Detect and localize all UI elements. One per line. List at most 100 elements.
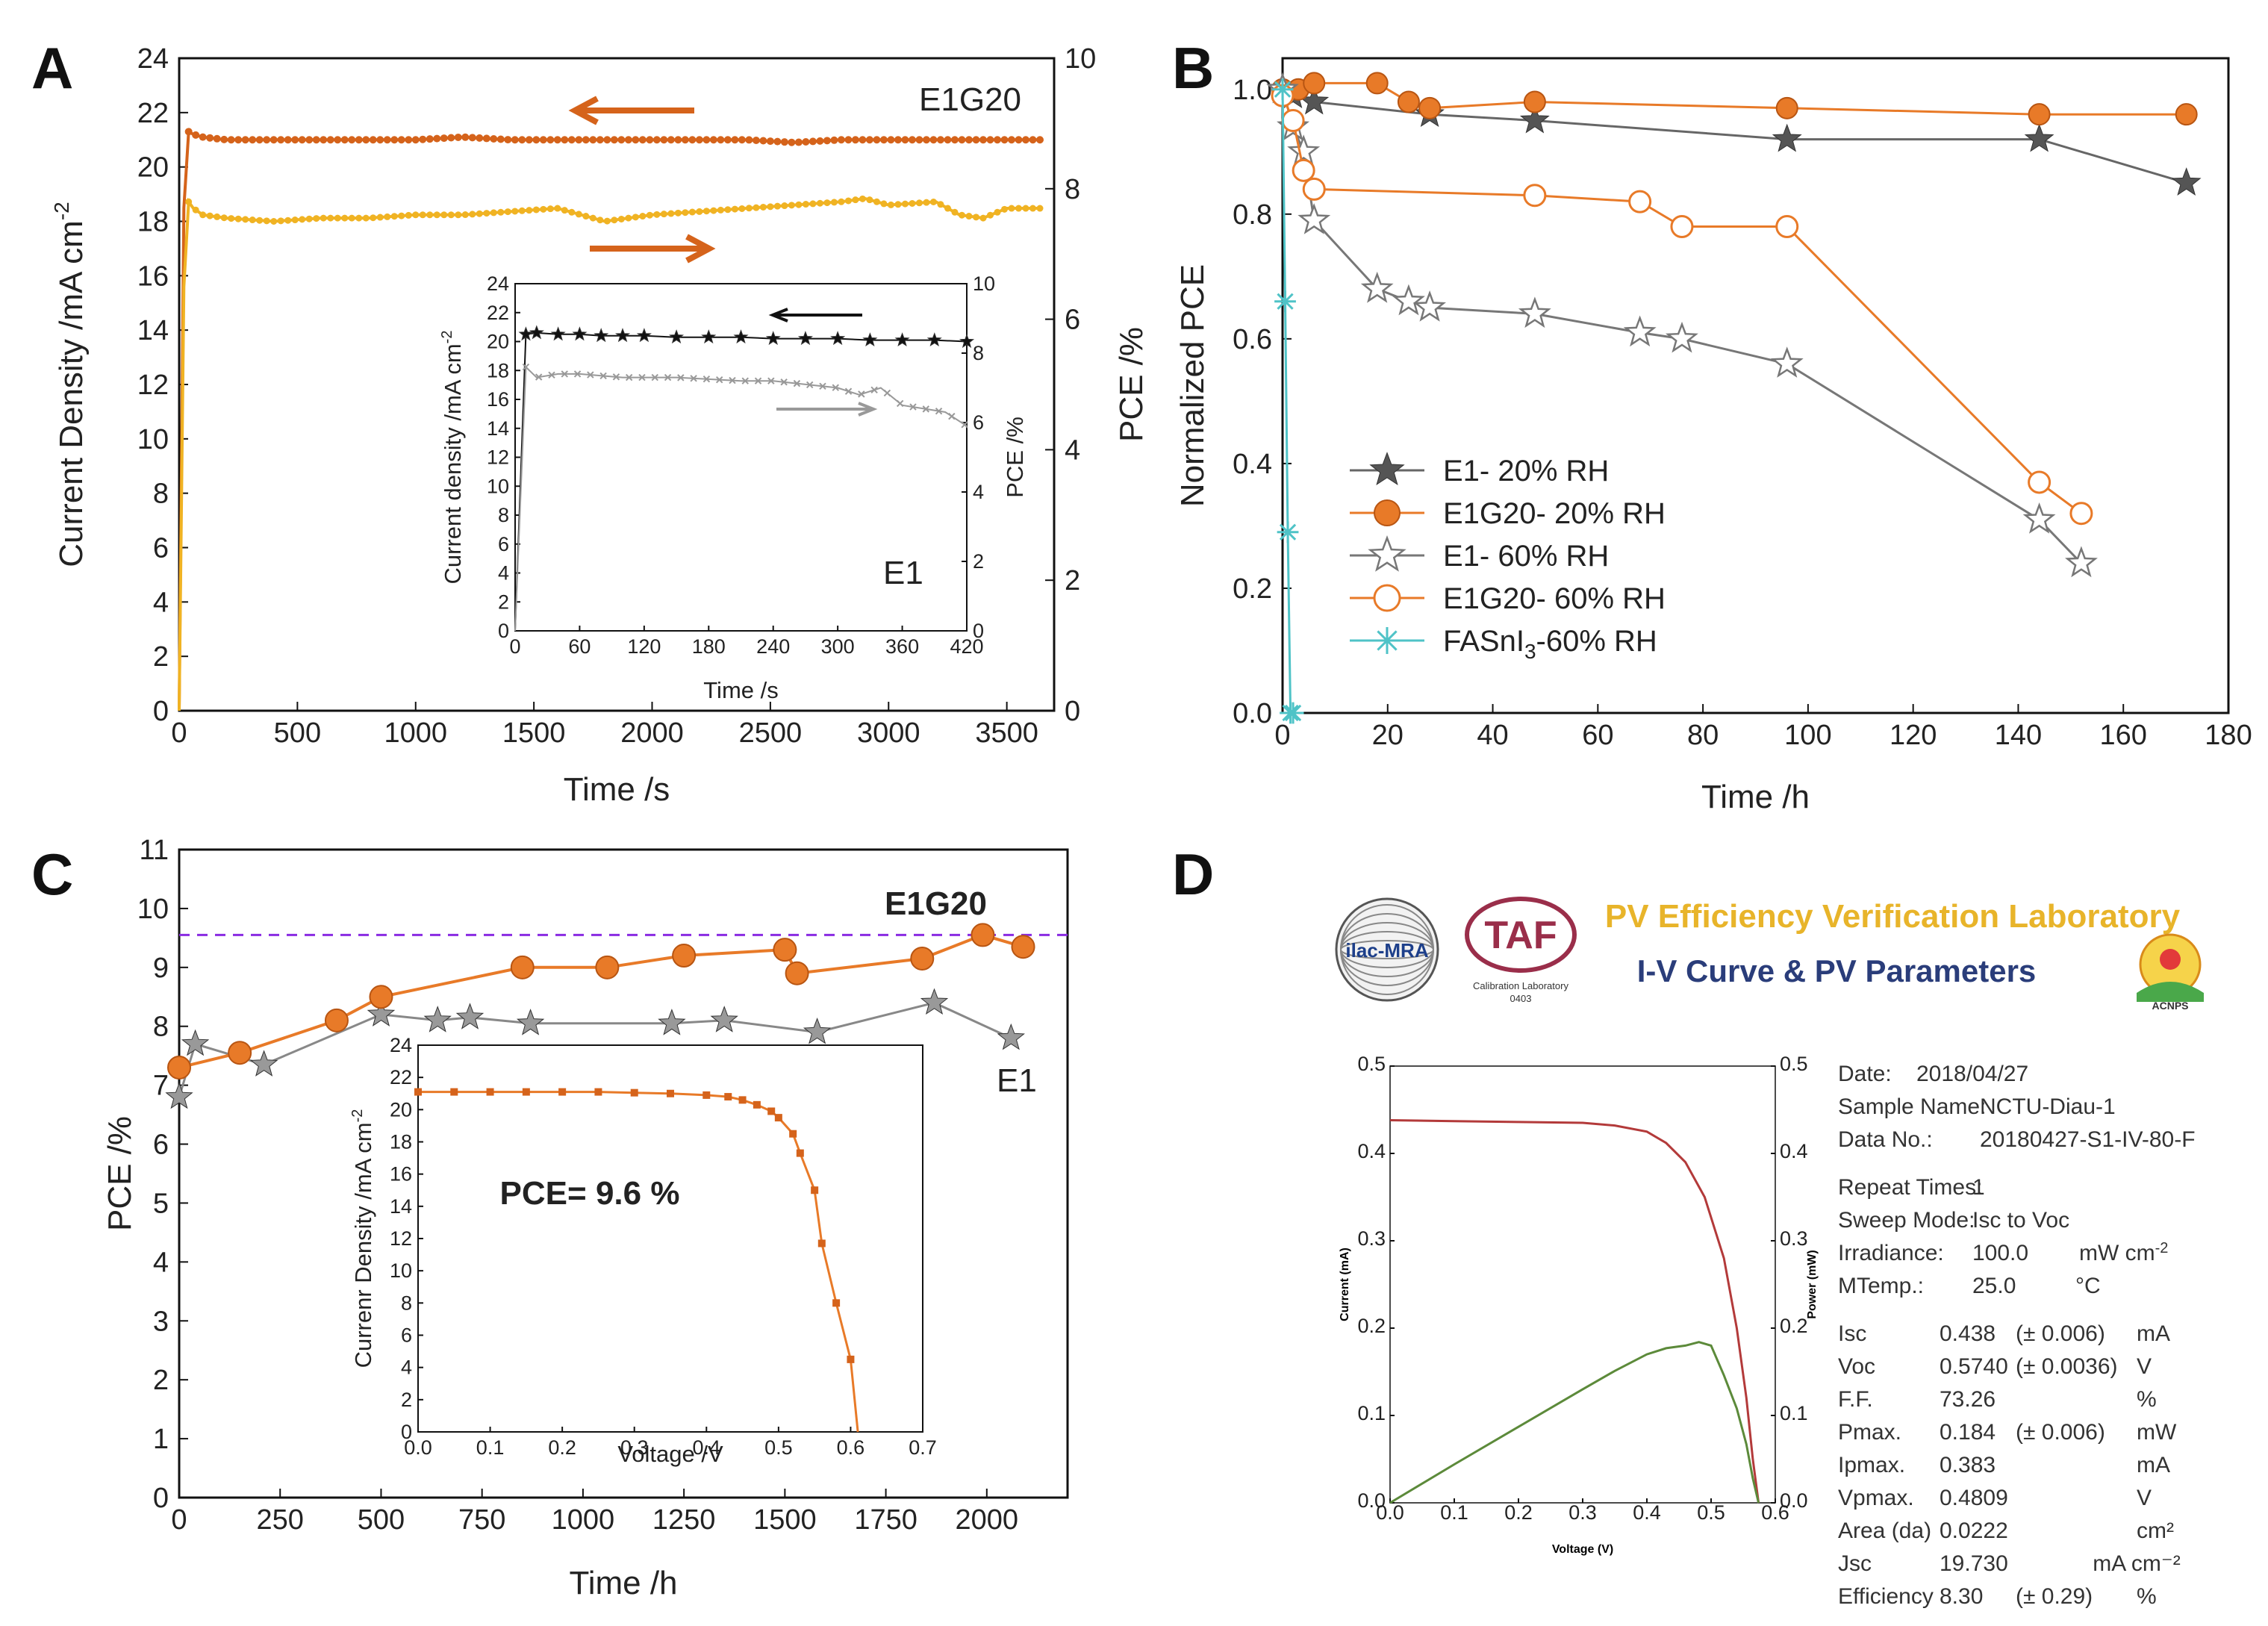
y-tick-label: 2 xyxy=(153,641,169,673)
pce-point xyxy=(859,195,866,202)
param-name: Efficiency xyxy=(1838,1584,1934,1609)
current-point xyxy=(546,136,555,144)
ilac-logo-text: ilac-MRA xyxy=(1345,939,1428,962)
current-point xyxy=(915,136,923,144)
e1-point xyxy=(920,988,949,1015)
legend-tail: -60% RH xyxy=(1536,625,1657,658)
inset-jv-point xyxy=(450,1088,458,1096)
pce-point xyxy=(724,206,732,214)
x-axis-label: Time /h xyxy=(1701,779,1810,815)
pce-point xyxy=(362,214,370,222)
x-tick-label: 20 xyxy=(1372,720,1404,751)
series-2-point xyxy=(1365,72,1389,95)
series-3-point xyxy=(1360,271,1394,303)
current-point xyxy=(1029,136,1037,144)
inset-current-point xyxy=(733,329,749,344)
e1g20-point xyxy=(369,985,393,1009)
current-point xyxy=(575,136,583,144)
pce-point xyxy=(923,199,930,206)
y2-tick-label: 4 xyxy=(1065,434,1080,466)
pce-point xyxy=(696,208,703,215)
taf-logo-text: TAF xyxy=(1484,914,1557,957)
param-unit: mW cm-2 xyxy=(2079,1240,2168,1265)
inset-jv-point xyxy=(847,1355,855,1363)
current-point xyxy=(490,134,498,143)
param-name: Irradiance: xyxy=(1838,1241,1944,1265)
pce-point xyxy=(228,215,235,222)
pce-point xyxy=(532,206,540,214)
y2-tick-label: 0.2 xyxy=(1780,1315,1808,1337)
x-tick-label: 2000 xyxy=(956,1504,1019,1536)
y-tick-label: 12 xyxy=(390,1227,412,1250)
pce-point xyxy=(702,208,710,215)
pce-point xyxy=(199,211,207,219)
series-4-point xyxy=(1775,215,1799,239)
y-tick-label: 0.3 xyxy=(1357,1227,1386,1250)
panel-letter-a: A xyxy=(31,35,73,101)
y-tick-label: 0.5 xyxy=(1357,1053,1386,1075)
pce-point xyxy=(873,198,880,205)
x-tick-label: 3500 xyxy=(975,717,1038,749)
inset-current-point xyxy=(926,332,942,347)
y-tick-label: 0.6 xyxy=(1233,324,1272,355)
current-point xyxy=(681,136,689,144)
param-name: Sweep Mode: xyxy=(1838,1208,1975,1233)
y-tick-label: 8 xyxy=(153,1012,169,1043)
current-point xyxy=(298,136,306,144)
y-axis-label: PCE /% xyxy=(102,1116,138,1231)
param-value: 2018/04/27 xyxy=(1916,1062,2028,1086)
current-point xyxy=(1015,136,1023,144)
param-unit: °C xyxy=(2075,1274,2101,1298)
pce-point xyxy=(249,217,256,224)
param-name: Pmax. xyxy=(1838,1420,1901,1445)
param-name: Repeat Times: xyxy=(1838,1175,1982,1200)
y-tick-label: 8 xyxy=(153,479,169,510)
inset-y-label: Currenr Density /mA cm-2 xyxy=(349,1109,376,1368)
y2-tick-label: 0.5 xyxy=(1780,1053,1808,1075)
inset-current-point xyxy=(797,331,813,346)
series-3-point xyxy=(2022,502,2056,534)
pce-point xyxy=(256,217,264,224)
param-value: 1 xyxy=(1972,1175,1985,1200)
param-unit-sup: -2 xyxy=(2155,1240,2169,1256)
y-tick-label: 20 xyxy=(390,1098,412,1121)
inset-jv-point xyxy=(738,1096,747,1104)
current-point xyxy=(411,136,420,144)
current-point xyxy=(652,136,661,144)
pce-point xyxy=(965,213,973,220)
inset-y-label-sup: -2 xyxy=(349,1109,366,1123)
inset-current-point xyxy=(894,332,910,347)
pce-point xyxy=(589,214,596,222)
param-unit: mW xyxy=(2137,1420,2177,1445)
inset-y-label-sup: -2 xyxy=(439,331,455,344)
pce-point xyxy=(433,211,440,219)
pce-point xyxy=(469,211,476,218)
inset-jv-point xyxy=(817,1239,826,1247)
current-point xyxy=(206,134,214,142)
legend-label: E1- 20% RH xyxy=(1443,455,1609,488)
pce-point xyxy=(313,215,320,222)
current-point xyxy=(312,136,320,144)
inset-jv-point xyxy=(724,1093,732,1101)
legend-marker xyxy=(1369,452,1405,486)
pce-point xyxy=(561,207,568,214)
e1g20-point xyxy=(324,1008,349,1032)
pce-point xyxy=(788,202,795,209)
y-tick-label: 1 xyxy=(153,1424,169,1455)
pce-point xyxy=(1022,205,1029,212)
y-tick-label: 0.0 xyxy=(1233,698,1272,729)
y-tick-label: 0.8 xyxy=(1233,199,1272,231)
e1g20-point xyxy=(773,938,797,962)
y2-axis-label: PCE /% xyxy=(1113,327,1150,442)
param-value: 73.26 xyxy=(1940,1387,1996,1412)
legend-label: FASnI3-60% RH xyxy=(1443,625,1657,663)
y-tick-label: 12 xyxy=(487,446,509,469)
x-tick-label: 0.1 xyxy=(476,1436,505,1459)
current-point xyxy=(213,134,221,143)
pce-point xyxy=(206,212,214,219)
taf-logo-sub: Calibration Laboratory xyxy=(1473,980,1568,991)
series-line-5 xyxy=(1281,89,1294,714)
pce-point xyxy=(355,214,363,222)
current-point xyxy=(277,136,285,144)
